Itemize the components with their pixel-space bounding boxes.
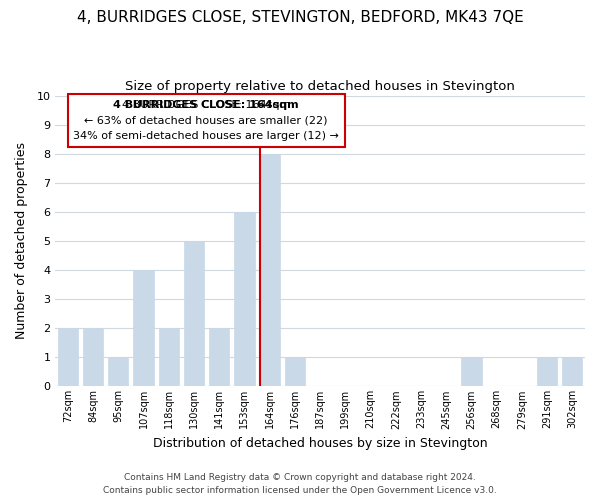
Text: Contains HM Land Registry data © Crown copyright and database right 2024.
Contai: Contains HM Land Registry data © Crown c… [103,474,497,495]
Bar [184,241,204,386]
Bar [260,154,280,386]
Bar [209,328,229,386]
Bar [461,358,482,386]
Text: 4, BURRIDGES CLOSE, STEVINGTON, BEDFORD, MK43 7QE: 4, BURRIDGES CLOSE, STEVINGTON, BEDFORD,… [77,10,523,25]
Bar [285,358,305,386]
Bar [108,358,128,386]
Bar [235,212,254,386]
Bar [133,270,154,386]
Bar [58,328,78,386]
X-axis label: Distribution of detached houses by size in Stevington: Distribution of detached houses by size … [153,437,487,450]
Bar [537,358,557,386]
Text: 4 BURRIDGES CLOSE: 164sqm
← 63% of detached houses are smaller (22)
34% of semi-: 4 BURRIDGES CLOSE: 164sqm ← 63% of detac… [73,100,339,141]
Bar [562,358,583,386]
Bar [158,328,179,386]
Y-axis label: Number of detached properties: Number of detached properties [15,142,28,340]
Bar [83,328,103,386]
Title: Size of property relative to detached houses in Stevington: Size of property relative to detached ho… [125,80,515,93]
Text: 4 BURRIDGES CLOSE: 164sqm: 4 BURRIDGES CLOSE: 164sqm [113,100,299,110]
